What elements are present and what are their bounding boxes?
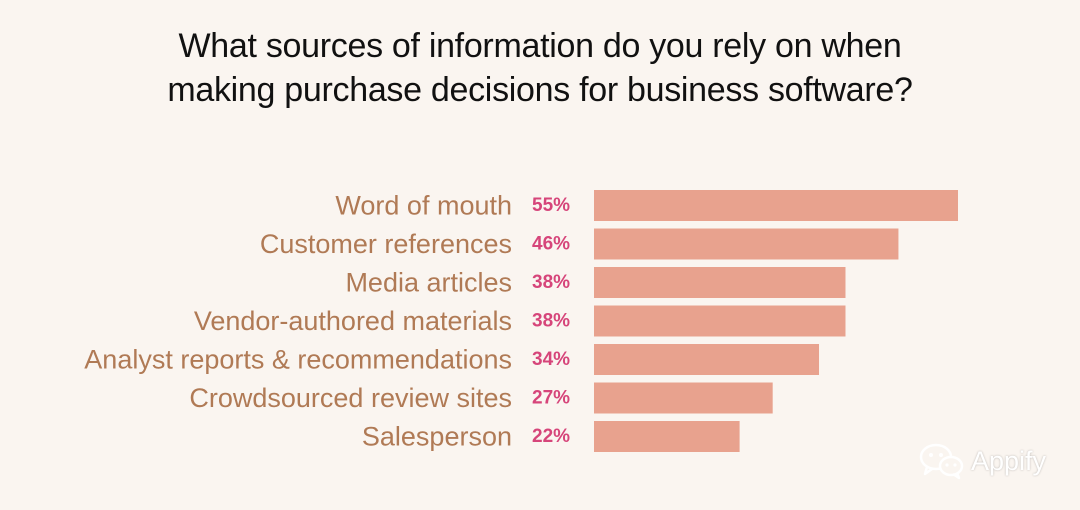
- bar-5: [594, 382, 773, 414]
- bar-1: [594, 228, 899, 260]
- category-label-2: Media articles: [345, 268, 512, 298]
- bar-0: [594, 190, 958, 221]
- bar-6: [594, 421, 740, 452]
- category-label-6: Salesperson: [362, 422, 512, 452]
- value-label-2: 38%: [532, 272, 570, 293]
- watermark: Appify: [919, 442, 1046, 480]
- category-label-4: Analyst reports & recommendations: [84, 345, 512, 375]
- value-label-1: 46%: [532, 234, 570, 255]
- category-label-5: Crowdsourced review sites: [189, 383, 512, 413]
- value-label-0: 55%: [532, 195, 570, 216]
- bar-2: [594, 267, 846, 298]
- value-label-5: 27%: [532, 388, 570, 409]
- chart-title-line-2: making purchase decisions for business s…: [167, 71, 913, 109]
- chart-title-line-1: What sources of information do you rely …: [178, 27, 902, 65]
- wechat-icon: [919, 443, 964, 480]
- watermark-text: Appify: [970, 445, 1046, 476]
- value-label-3: 38%: [532, 311, 570, 332]
- category-label-1: Customer references: [260, 229, 512, 259]
- bar-3: [594, 305, 846, 337]
- value-label-6: 22%: [532, 426, 570, 447]
- value-label-4: 34%: [532, 349, 570, 370]
- chart-title: What sources of information do you rely …: [0, 24, 1080, 112]
- bar-4: [594, 344, 820, 375]
- category-label-0: Word of mouth: [335, 191, 512, 221]
- category-label-3: Vendor-authored materials: [194, 306, 512, 336]
